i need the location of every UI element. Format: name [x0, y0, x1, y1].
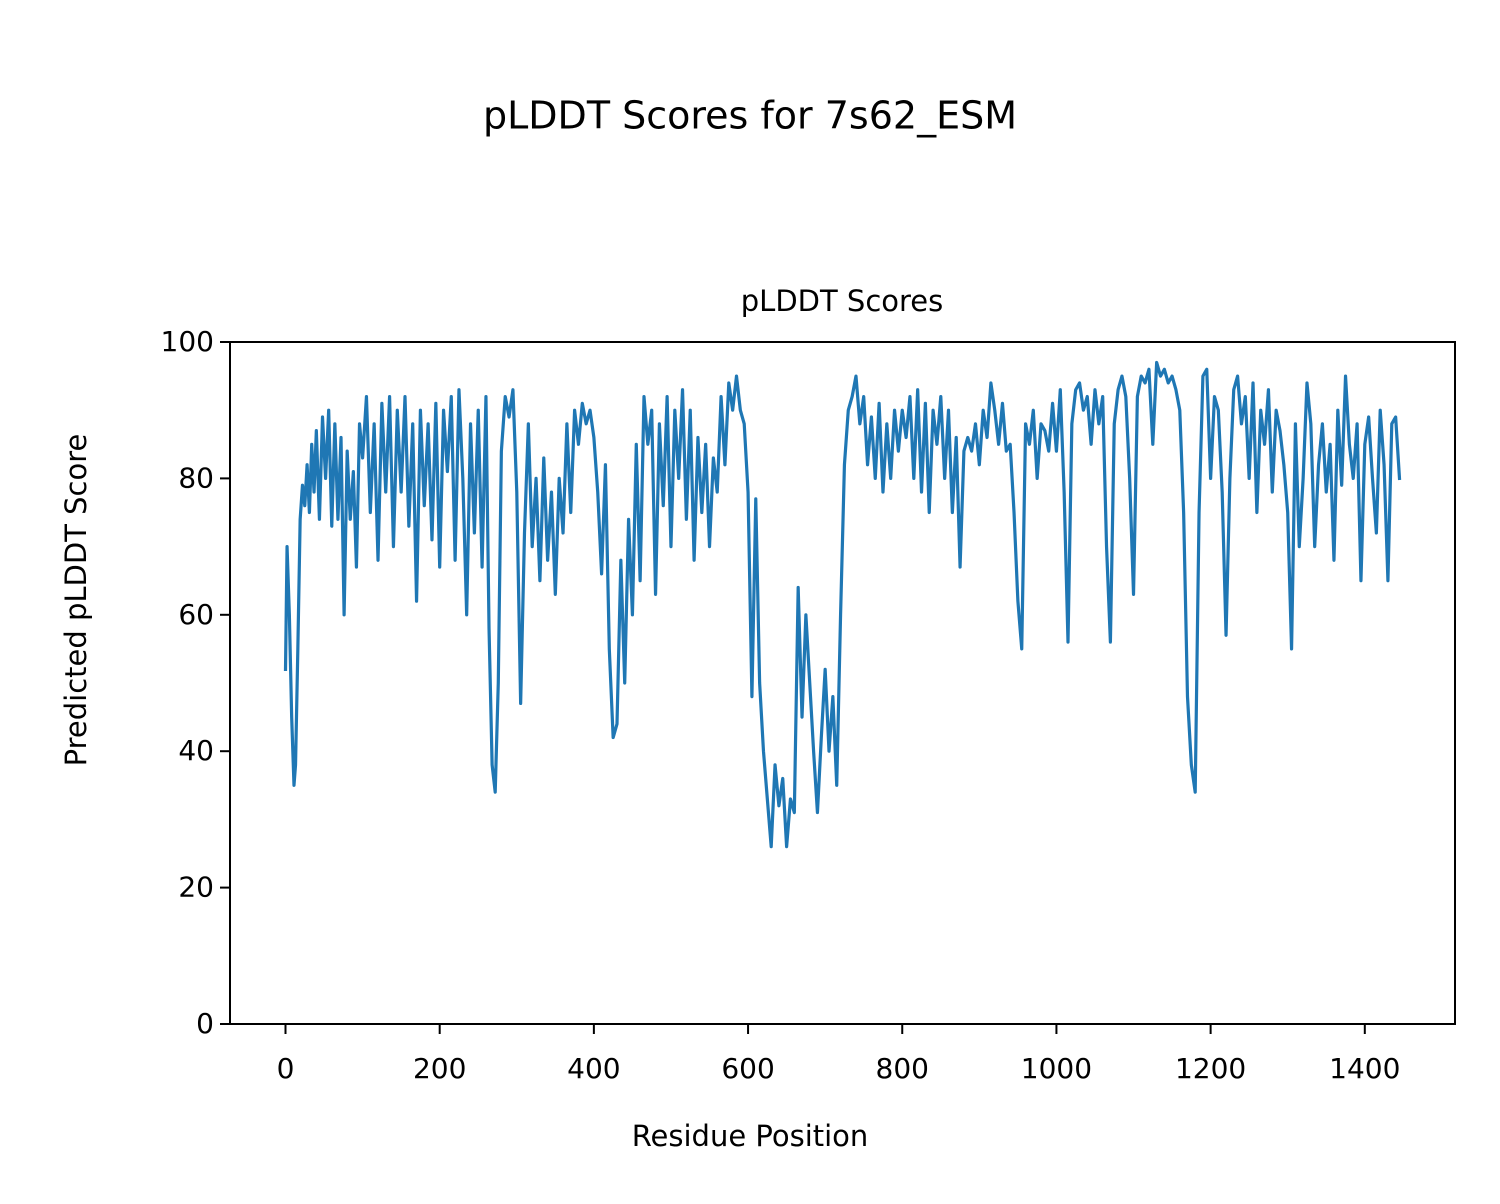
x-tick-label: 1200: [1175, 1052, 1246, 1085]
axes-frame: [229, 341, 1456, 1025]
y-tick-label: 100: [161, 325, 214, 358]
x-tick-label: 0: [277, 1052, 295, 1085]
data-line: [283, 360, 1402, 849]
x-axis-label: Residue Position: [632, 1119, 869, 1153]
x-tick-label: 600: [721, 1052, 774, 1085]
y-tick-label: 20: [178, 871, 214, 904]
y-axis-label: Predicted pLDDT Score: [59, 434, 93, 767]
y-tick-label: 60: [178, 598, 214, 631]
y-tick-label: 0: [196, 1007, 214, 1040]
x-tick-label: 1000: [1021, 1052, 1092, 1085]
x-tick-label: 200: [413, 1052, 466, 1085]
x-tick-label: 800: [876, 1052, 929, 1085]
figure-title: pLDDT Scores for 7s62_ESM: [483, 94, 1017, 138]
axes-title: pLDDT Scores: [741, 284, 944, 318]
x-tick-label: 1400: [1329, 1052, 1400, 1085]
y-tick-label: 80: [178, 461, 214, 494]
x-tick-label: 400: [567, 1052, 620, 1085]
y-tick-label: 40: [178, 734, 214, 767]
